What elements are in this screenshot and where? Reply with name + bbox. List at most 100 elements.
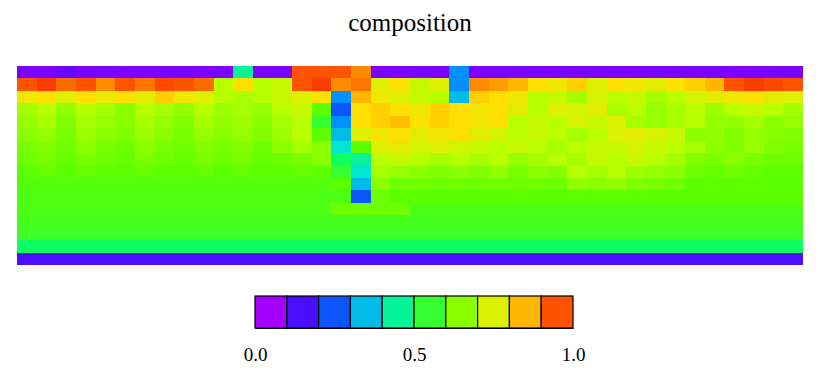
cell — [76, 166, 96, 179]
cell — [56, 153, 76, 166]
cell — [449, 116, 469, 129]
cell — [253, 103, 273, 116]
cell — [312, 103, 332, 116]
cell — [17, 128, 37, 141]
cell — [410, 215, 430, 228]
cell — [390, 141, 410, 154]
cell — [685, 153, 705, 166]
cell — [292, 78, 312, 91]
cell — [115, 178, 135, 191]
cell — [567, 128, 587, 141]
cell — [508, 215, 528, 228]
cell — [390, 153, 410, 166]
cell — [587, 66, 607, 79]
cell — [469, 166, 489, 179]
cell — [115, 78, 135, 91]
cell — [155, 166, 175, 179]
cell — [135, 153, 155, 166]
cell — [646, 228, 666, 241]
cell — [56, 203, 76, 216]
cell — [390, 203, 410, 216]
cell — [724, 253, 744, 265]
cell — [76, 203, 96, 216]
cell — [410, 253, 430, 265]
cell — [764, 78, 784, 91]
cell — [272, 215, 292, 228]
cell — [214, 116, 234, 129]
cell — [528, 116, 548, 129]
cell — [508, 178, 528, 191]
chart: composition0.00.51.0 — [0, 0, 820, 382]
cell — [194, 203, 214, 216]
cell — [135, 166, 155, 179]
cell — [174, 66, 194, 79]
cell — [351, 203, 371, 216]
cell — [155, 103, 175, 116]
cell — [489, 153, 509, 166]
cell — [430, 91, 450, 104]
cell — [17, 240, 37, 253]
cell — [155, 203, 175, 216]
cell — [430, 215, 450, 228]
cell — [685, 128, 705, 141]
cell — [390, 215, 410, 228]
cell — [783, 203, 803, 216]
cell — [744, 78, 764, 91]
cell — [489, 228, 509, 241]
tick-label: 0.5 — [403, 344, 427, 365]
cell — [371, 253, 391, 265]
cell — [292, 178, 312, 191]
cell — [96, 203, 116, 216]
cell — [351, 66, 371, 79]
cell — [646, 103, 666, 116]
colorbar-band — [350, 296, 382, 328]
cell — [56, 253, 76, 265]
cell — [272, 91, 292, 104]
cell — [548, 190, 568, 203]
cell — [607, 78, 627, 91]
cell — [115, 253, 135, 265]
cell — [449, 190, 469, 203]
cell — [390, 190, 410, 203]
cell — [724, 215, 744, 228]
cell — [646, 91, 666, 104]
cell — [194, 141, 214, 154]
cell — [646, 116, 666, 129]
cell — [37, 91, 57, 104]
cell — [233, 116, 253, 129]
cell — [449, 240, 469, 253]
cell — [115, 215, 135, 228]
cell — [76, 228, 96, 241]
cell — [331, 78, 351, 91]
cell — [390, 128, 410, 141]
cell — [528, 253, 548, 265]
cell — [194, 178, 214, 191]
cell — [253, 166, 273, 179]
cell — [469, 66, 489, 79]
cell — [253, 128, 273, 141]
cell — [331, 66, 351, 79]
cell — [155, 253, 175, 265]
cell — [764, 228, 784, 241]
cell — [272, 128, 292, 141]
cell — [567, 228, 587, 241]
cell — [587, 166, 607, 179]
cell — [214, 253, 234, 265]
cell — [607, 228, 627, 241]
cell — [233, 253, 253, 265]
cell — [371, 166, 391, 179]
cell — [292, 128, 312, 141]
cell — [390, 116, 410, 129]
cell — [17, 190, 37, 203]
cell — [508, 116, 528, 129]
tick: 1.0 — [562, 328, 586, 365]
cell — [76, 66, 96, 79]
colorbar-band — [382, 296, 414, 328]
tick: 0.0 — [244, 328, 268, 365]
cell — [626, 153, 646, 166]
cell — [783, 116, 803, 129]
cell — [764, 190, 784, 203]
cell — [548, 103, 568, 116]
cell — [351, 78, 371, 91]
cell — [76, 190, 96, 203]
